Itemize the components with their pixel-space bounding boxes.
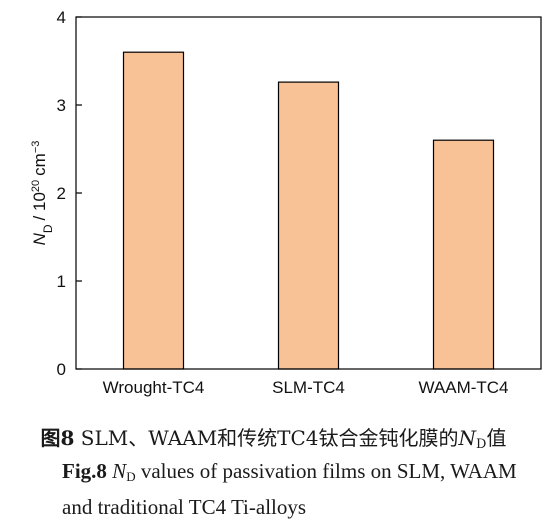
y-tick-label: 2 [57,184,66,203]
bar-wrought-tc4 [122,51,185,370]
caption-en-symbol: N [112,459,127,483]
y-tick-label: 3 [57,96,66,115]
y-axis-label-unit2-exponent: −3 [30,141,42,154]
caption-cn-prefix: 图8 [40,426,75,450]
plot-frame [75,16,542,370]
bar-slm-tc4 [277,81,340,370]
x-tick-label: SLM-TC4 [272,378,345,397]
x-tick-label: WAAM-TC4 [418,378,508,397]
x-tick-label: Wrought-TC4 [103,378,205,397]
caption-en-text: values of passivation films on SLM, WAAM… [62,459,517,519]
y-tick-label: 0 [57,360,66,379]
bars-group [122,51,495,370]
x-axis-ticks: Wrought-TC4 SLM-TC4 WAAM-TC4 [103,378,509,397]
caption-cn-symbol: N [458,426,477,450]
y-axis-label-exponent: 20 [30,180,42,192]
y-axis-label-symbol: N [30,232,49,245]
y-axis-ticks: 0 1 2 3 4 [57,8,82,379]
caption-chinese: 图8 SLM、WAAM和传统TC4钛合金钝化膜的ND值 [0,422,547,452]
y-axis-label-unit2: cm [30,153,49,176]
y-tick-label: 4 [57,8,66,27]
y-axis-label-subscript: D [41,224,55,233]
caption-cn-subscript: D [476,437,487,452]
y-tick-label: 1 [57,272,66,291]
bar-chart: 0 1 2 3 4 Wrought-TC4 SLM-TC4 WAAM-TC4 ND / 102… [30,8,542,397]
bar-waam-tc4 [432,139,495,370]
caption-en-prefix: Fig.8 [62,459,107,483]
caption-english: Fig.8 ND values of passivation films on … [62,456,542,522]
y-axis-label: ND / 1020 cm−3 [30,141,55,246]
caption-cn-text: SLM、WAAM和传统TC4钛合金钝化膜的 [80,426,459,450]
y-axis-label-unit: / 10 [30,192,49,220]
caption-cn-suffix: 值 [486,426,507,450]
caption-en-subscript: D [126,469,136,484]
